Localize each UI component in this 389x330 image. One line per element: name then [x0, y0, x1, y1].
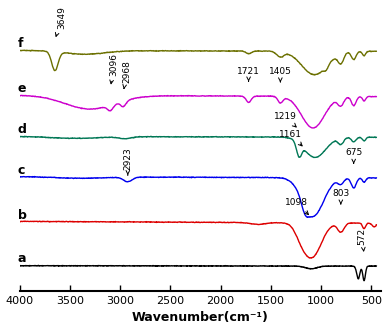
- Text: 1405: 1405: [269, 67, 292, 82]
- Text: c: c: [18, 164, 25, 177]
- Text: 3649: 3649: [55, 7, 66, 36]
- Text: 1219: 1219: [273, 112, 296, 127]
- Text: 2923: 2923: [123, 147, 132, 175]
- Text: a: a: [18, 252, 26, 265]
- Text: f: f: [18, 37, 23, 50]
- Text: e: e: [18, 82, 26, 95]
- Text: 572: 572: [358, 227, 367, 251]
- Text: 1721: 1721: [237, 67, 260, 82]
- Text: 3096: 3096: [110, 53, 119, 84]
- Text: 1098: 1098: [285, 198, 308, 214]
- Text: 803: 803: [332, 189, 349, 204]
- Text: 1161: 1161: [279, 130, 303, 146]
- Text: d: d: [18, 123, 26, 136]
- Text: 2968: 2968: [123, 60, 131, 88]
- X-axis label: Wavenumber(cm⁻¹): Wavenumber(cm⁻¹): [132, 312, 269, 324]
- Text: 675: 675: [345, 148, 362, 163]
- Text: b: b: [18, 209, 26, 222]
